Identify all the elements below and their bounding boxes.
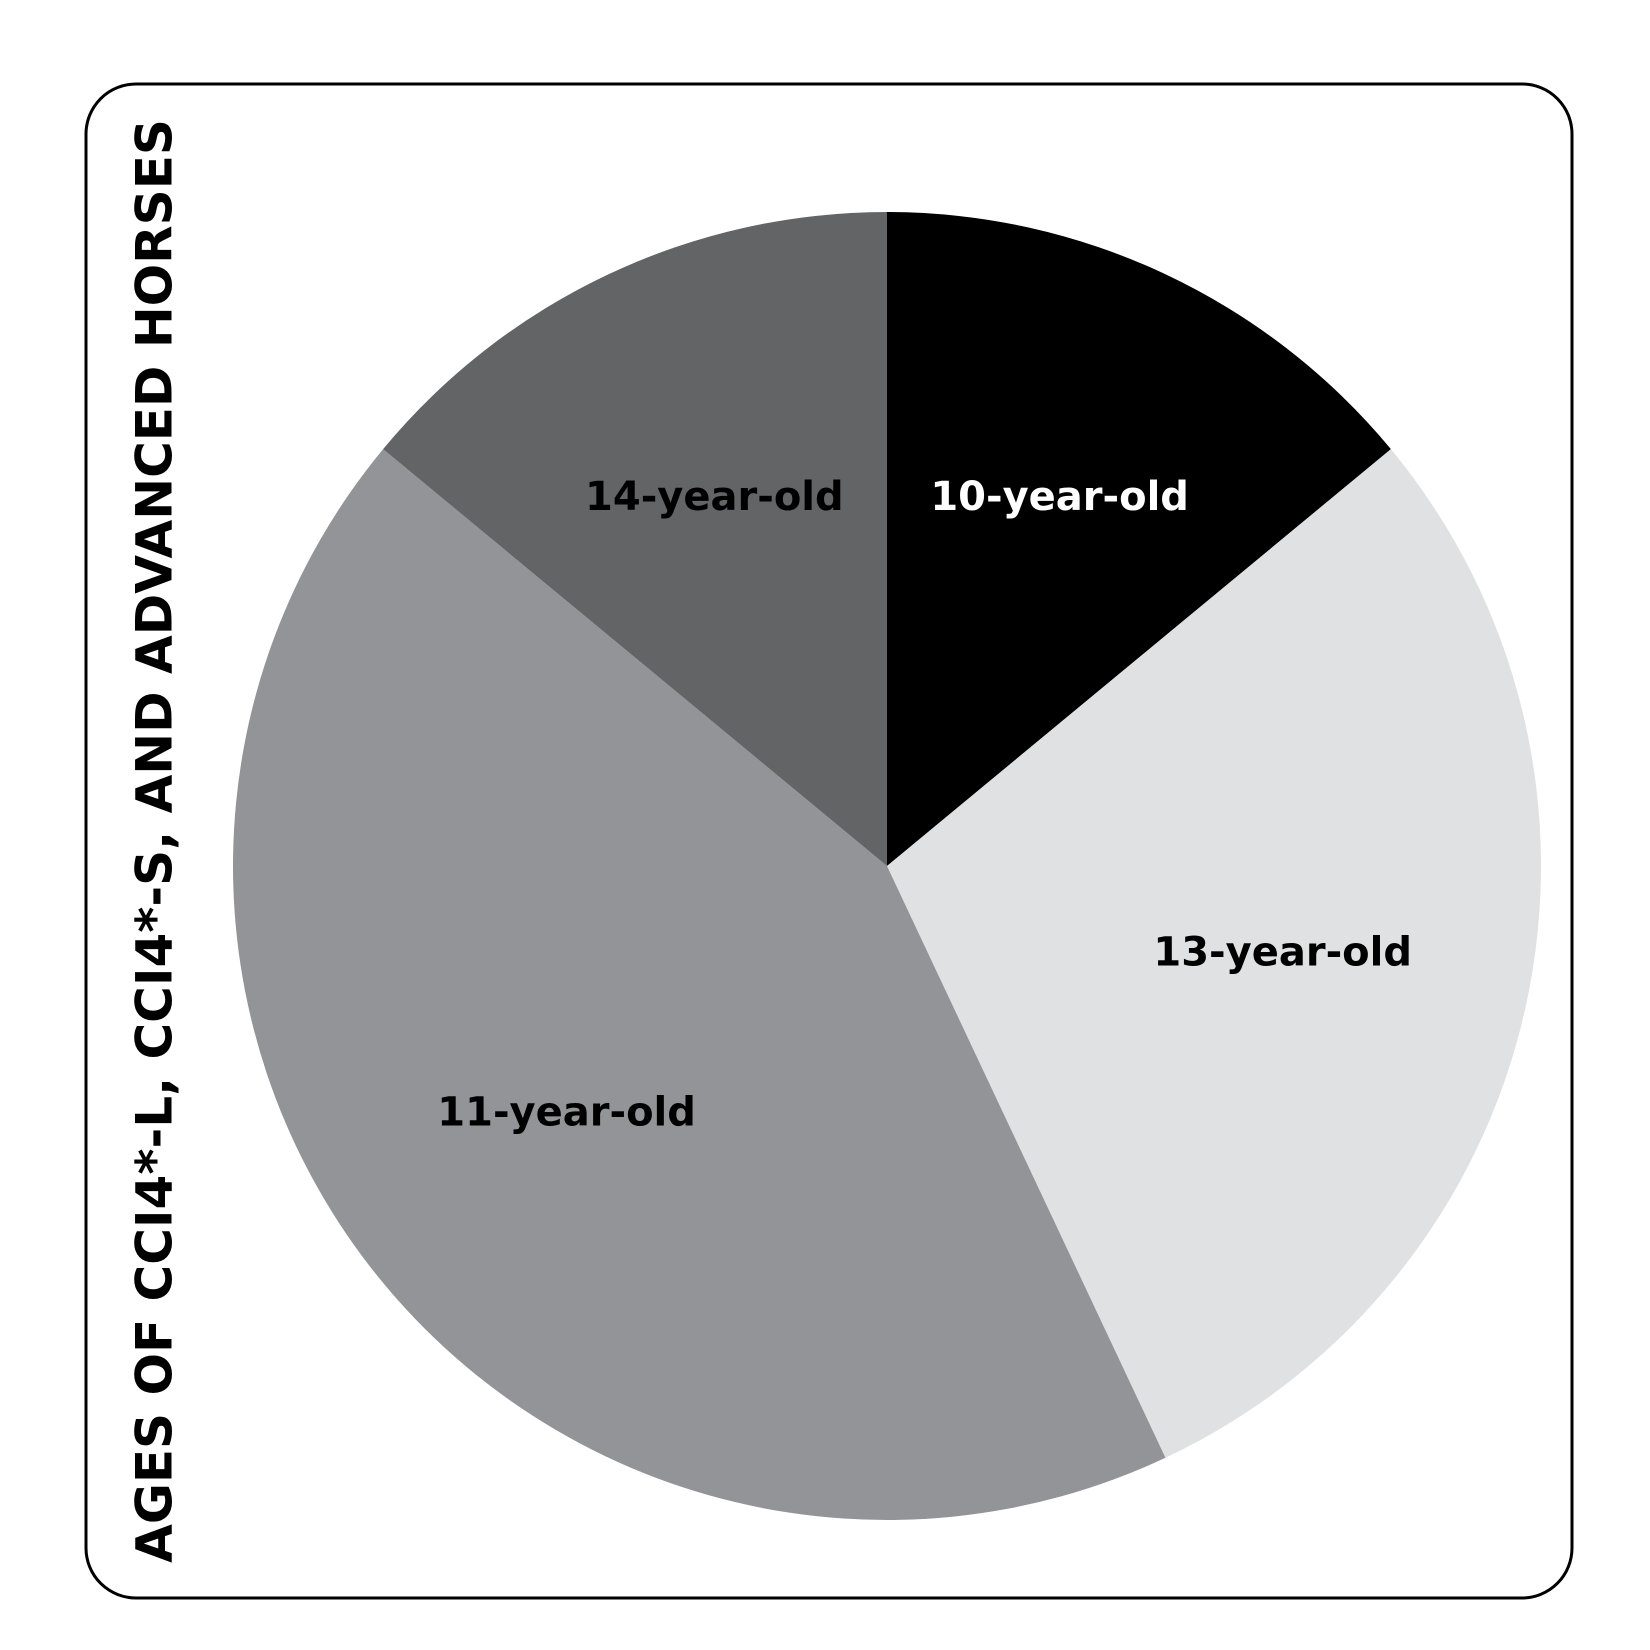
slice-label: 10-year-old: [930, 474, 1189, 520]
slice-label: 11-year-old: [437, 1090, 696, 1136]
pie-slice: [233, 449, 1166, 1520]
slice-label: 13-year-old: [1153, 929, 1412, 975]
pie-slice: [383, 212, 887, 866]
slice-label: 14-year-old: [585, 474, 844, 520]
pie-slice: [887, 212, 1391, 866]
chart-title: AGES OF CCI4*-L, CCI4*-S, AND ADVANCED H…: [126, 119, 184, 1563]
pie-slice: [887, 449, 1541, 1458]
